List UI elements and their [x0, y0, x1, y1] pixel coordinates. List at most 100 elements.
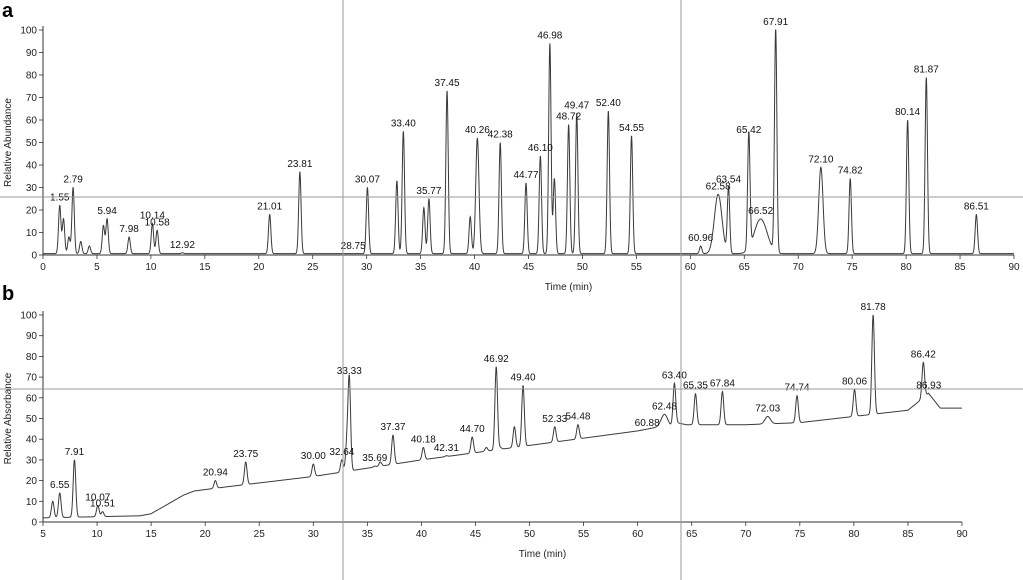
y-tick-label: 30: [26, 183, 38, 194]
x-tick-label: 25: [254, 529, 266, 540]
x-tick-label: 80: [848, 529, 860, 540]
y-tick-label: 50: [26, 138, 38, 149]
y-tick-label: 60: [26, 116, 38, 127]
peak-label: 10.14: [140, 211, 165, 222]
x-tick-label: 90: [956, 529, 968, 540]
peak-label: 35.69: [362, 453, 387, 464]
peak-label: 40.26: [465, 125, 490, 136]
peak-label: 35.77: [416, 186, 441, 197]
x-tick-label: 45: [523, 262, 535, 273]
y-tick-label: 90: [26, 48, 38, 59]
y-tick-label: 0: [31, 518, 37, 529]
y-tick-label: 10: [26, 497, 38, 508]
panel-a-chart: 0 10 20 30 40 50 60 70 80 90 100 0 5 10 15 20 25 30 35 40 45…: [3, 17, 1020, 293]
x-tick-label: 50: [524, 529, 536, 540]
x-tick-label: 85: [902, 529, 914, 540]
peak-label: 23.75: [233, 449, 258, 460]
peak-label: 60.88: [635, 418, 660, 429]
peak-label: 2.79: [63, 175, 83, 186]
x-tick-label: 5: [94, 262, 100, 273]
peak-label: 67.91: [763, 17, 788, 28]
chromatogram-trace-b: [43, 314, 962, 519]
peak-label: 6.55: [50, 480, 70, 491]
peak-label: 44.77: [514, 170, 539, 181]
peak-label: 5.94: [97, 206, 117, 217]
peak-label: 46.10: [528, 143, 553, 154]
x-tick-label: 5: [40, 529, 46, 540]
peak-label: 86.93: [916, 381, 941, 392]
y-axis-title: Relative Abundance: [3, 98, 14, 187]
x-tick-label: 40: [416, 529, 428, 540]
peak-label: 7.98: [119, 224, 139, 235]
peak-label: 33.40: [391, 118, 416, 129]
x-tick-label: 80: [901, 262, 913, 273]
peak-label: 62.48: [652, 401, 677, 412]
panel-a-letter: a: [2, 0, 14, 22]
y-tick-label: 100: [20, 26, 37, 37]
x-tick-label: 50: [577, 262, 589, 273]
peak-label: 40.18: [411, 434, 436, 445]
peak-label: 30.07: [355, 175, 380, 186]
y-tick-label: 40: [26, 435, 38, 446]
y-tick-label: 20: [26, 476, 38, 487]
chromatogram-trace-a: [43, 29, 1014, 255]
x-tick-label: 20: [253, 262, 265, 273]
peak-label: 74.82: [838, 166, 863, 177]
y-tick-label: 20: [26, 206, 38, 217]
y-tick-label: 40: [26, 161, 38, 172]
peak-label: 37.45: [435, 78, 460, 89]
y-tick-label: 60: [26, 393, 38, 404]
y-tick-label: 100: [20, 311, 37, 322]
x-tick-label: 60: [685, 262, 697, 273]
x-tick-label: 35: [362, 529, 374, 540]
peak-label: 48.72: [556, 112, 581, 123]
peak-label: 67.84: [710, 379, 735, 390]
x-tick-label: 10: [91, 529, 103, 540]
peak-label: 46.92: [484, 354, 509, 365]
peak-label: 63.54: [716, 175, 741, 186]
peak-label: 46.98: [537, 31, 562, 42]
x-tick-label: 15: [199, 262, 211, 273]
peak-label: 86.51: [964, 202, 989, 213]
y-axis-title: Relative Absorbance: [3, 372, 14, 464]
x-tick-label: 0: [40, 262, 46, 273]
x-tick-label: 85: [954, 262, 966, 273]
peak-label: 10.07: [85, 492, 110, 503]
y-tick-label: 80: [26, 352, 38, 363]
x-tick-label: 55: [578, 529, 590, 540]
peak-label: 63.40: [662, 370, 687, 381]
x-tick-label: 75: [847, 262, 859, 273]
y-tick-label: 70: [26, 93, 38, 104]
peak-label: 32.64: [329, 447, 354, 458]
x-tick-label: 70: [740, 529, 752, 540]
peak-label: 66.52: [748, 206, 773, 217]
x-tick-label: 55: [631, 262, 643, 273]
x-tick-label: 30: [361, 262, 373, 273]
peak-label: 72.03: [755, 403, 780, 414]
x-tick-label: 60: [632, 529, 644, 540]
x-tick-label: 15: [146, 529, 158, 540]
peak-label: 30.00: [301, 451, 326, 462]
peak-label: 49.40: [511, 372, 536, 383]
y-tick-label: 70: [26, 373, 38, 384]
peak-label: 44.70: [460, 424, 485, 435]
peak-label: 80.14: [895, 107, 920, 118]
peak-label: 62.58: [706, 181, 731, 192]
x-tick-label: 25: [307, 262, 319, 273]
x-tick-label: 90: [1008, 262, 1020, 273]
peak-label: 74.74: [784, 383, 809, 394]
peak-label: 23.81: [287, 159, 312, 170]
peak-label: 65.42: [736, 125, 761, 136]
peak-label: 52.33: [542, 414, 567, 425]
y-tick-label: 10: [26, 228, 38, 239]
peak-label: 1.55: [50, 193, 70, 204]
panel-b-letter: b: [2, 283, 14, 305]
x-tick-label: 30: [308, 529, 320, 540]
peak-label: 54.55: [619, 123, 644, 134]
peak-label: 7.91: [65, 447, 85, 458]
peak-label: 65.35: [683, 381, 708, 392]
peak-label: 54.48: [565, 412, 590, 423]
peak-label: 49.47: [564, 100, 589, 111]
